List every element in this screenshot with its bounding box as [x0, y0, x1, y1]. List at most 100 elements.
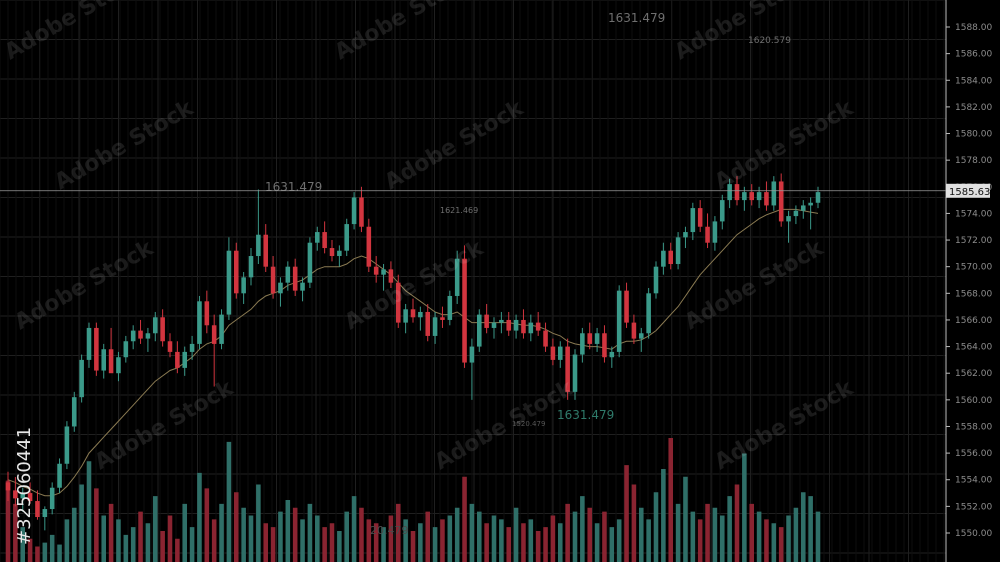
candle-body [366, 226, 372, 267]
candle-body [712, 221, 718, 243]
volume-bar [683, 476, 688, 562]
y-tick-label: 1554.00 [955, 476, 992, 486]
volume-bar [307, 503, 313, 562]
volume-bar [285, 500, 291, 562]
candle-body [440, 317, 445, 320]
candle-body [138, 330, 143, 339]
volume-bar [580, 496, 585, 562]
volume-bar [594, 523, 600, 562]
candle-body [351, 197, 357, 225]
candle-body [425, 311, 431, 336]
volume-bar [521, 523, 526, 562]
volume-bar [690, 511, 696, 562]
candle-body [432, 317, 438, 336]
candle-body [808, 202, 813, 206]
y-tick-label: 1556.00 [955, 449, 992, 459]
volume-bar [432, 527, 438, 562]
candle-body [211, 325, 217, 344]
candle-body [499, 319, 504, 323]
candle-body [631, 322, 637, 339]
volume-bar [800, 492, 806, 562]
volume-bar [197, 472, 202, 562]
candle-body [5, 482, 11, 491]
volume-bar [565, 503, 570, 562]
candle-body [484, 314, 489, 328]
current-price-tag [946, 183, 990, 198]
candle-body [329, 248, 335, 257]
volume-bar [300, 519, 305, 562]
candle-body [815, 192, 821, 203]
candle-body [337, 250, 342, 257]
volume-bar [381, 527, 386, 562]
volume-bar [152, 496, 158, 562]
candle-body [175, 351, 180, 368]
candle-body [742, 192, 747, 201]
volume-bar [550, 515, 556, 562]
candle-body [79, 359, 84, 398]
volume-bar [513, 507, 519, 562]
candle-body [565, 346, 570, 392]
volume-bar [646, 519, 651, 562]
candle-body [160, 317, 165, 342]
candle-body [705, 226, 710, 243]
y-tick-label: 1578.00 [955, 156, 992, 166]
candle-body [344, 224, 350, 251]
volume-bar [64, 519, 70, 562]
y-tick-label: 1588.00 [955, 23, 992, 33]
volume-bar [808, 496, 813, 562]
candle-body [20, 493, 26, 499]
volume-bar [175, 538, 180, 562]
volume-bar [292, 507, 298, 562]
volume-bar [57, 544, 62, 562]
y-axis-ticks: 1588.00 1586.00 1584.00 1582.00 1580.00 1578.… [946, 23, 992, 539]
volume-bar [624, 465, 629, 562]
candle-body [42, 509, 48, 518]
volume-bar [535, 531, 541, 562]
volume-bar [101, 515, 107, 562]
volume-bar [263, 523, 269, 562]
candle-body [189, 343, 195, 352]
volume-bar [366, 519, 372, 562]
y-tick-label: 1550.00 [955, 529, 992, 539]
volume-bar [425, 511, 431, 562]
candle-body [270, 266, 276, 294]
volume-bar [79, 484, 84, 562]
candle-body [697, 208, 703, 227]
volume-bar [462, 476, 467, 562]
candle-body [734, 184, 740, 201]
candle-body [314, 232, 320, 243]
volume-bar [476, 511, 482, 562]
volume-bar [94, 488, 99, 562]
volume-bar [189, 527, 195, 562]
y-tick-label: 1570.00 [955, 263, 992, 273]
volume-bar [5, 480, 11, 562]
candle-body [49, 487, 55, 510]
volume-bar [675, 503, 681, 562]
volume-bar [661, 469, 666, 562]
moving-average-line [7, 208, 819, 497]
candle-body [786, 216, 791, 222]
low-price-annotation: 1631.479 [557, 408, 614, 422]
candle-body [535, 322, 541, 331]
candle-body [491, 322, 497, 328]
volume-bar [587, 507, 593, 562]
volume-bar [86, 461, 92, 562]
volume-bar [447, 515, 453, 562]
candle-body [94, 327, 99, 371]
left-high-price-annotation: 1631.479 [265, 180, 322, 194]
candle-body [638, 333, 644, 339]
candle-body [543, 330, 548, 347]
volume-bar [204, 488, 210, 562]
volume-bar [20, 527, 26, 562]
candle-body [771, 181, 777, 206]
volume-bar [71, 507, 77, 562]
candle-body [528, 322, 534, 334]
volume-bar [373, 523, 379, 562]
volume-bar [395, 503, 401, 562]
candle-body [13, 490, 18, 499]
candle-body [300, 282, 305, 291]
candle-body [278, 282, 283, 294]
y-tick-label: 1558.00 [955, 422, 992, 432]
volume-bar [337, 531, 342, 562]
